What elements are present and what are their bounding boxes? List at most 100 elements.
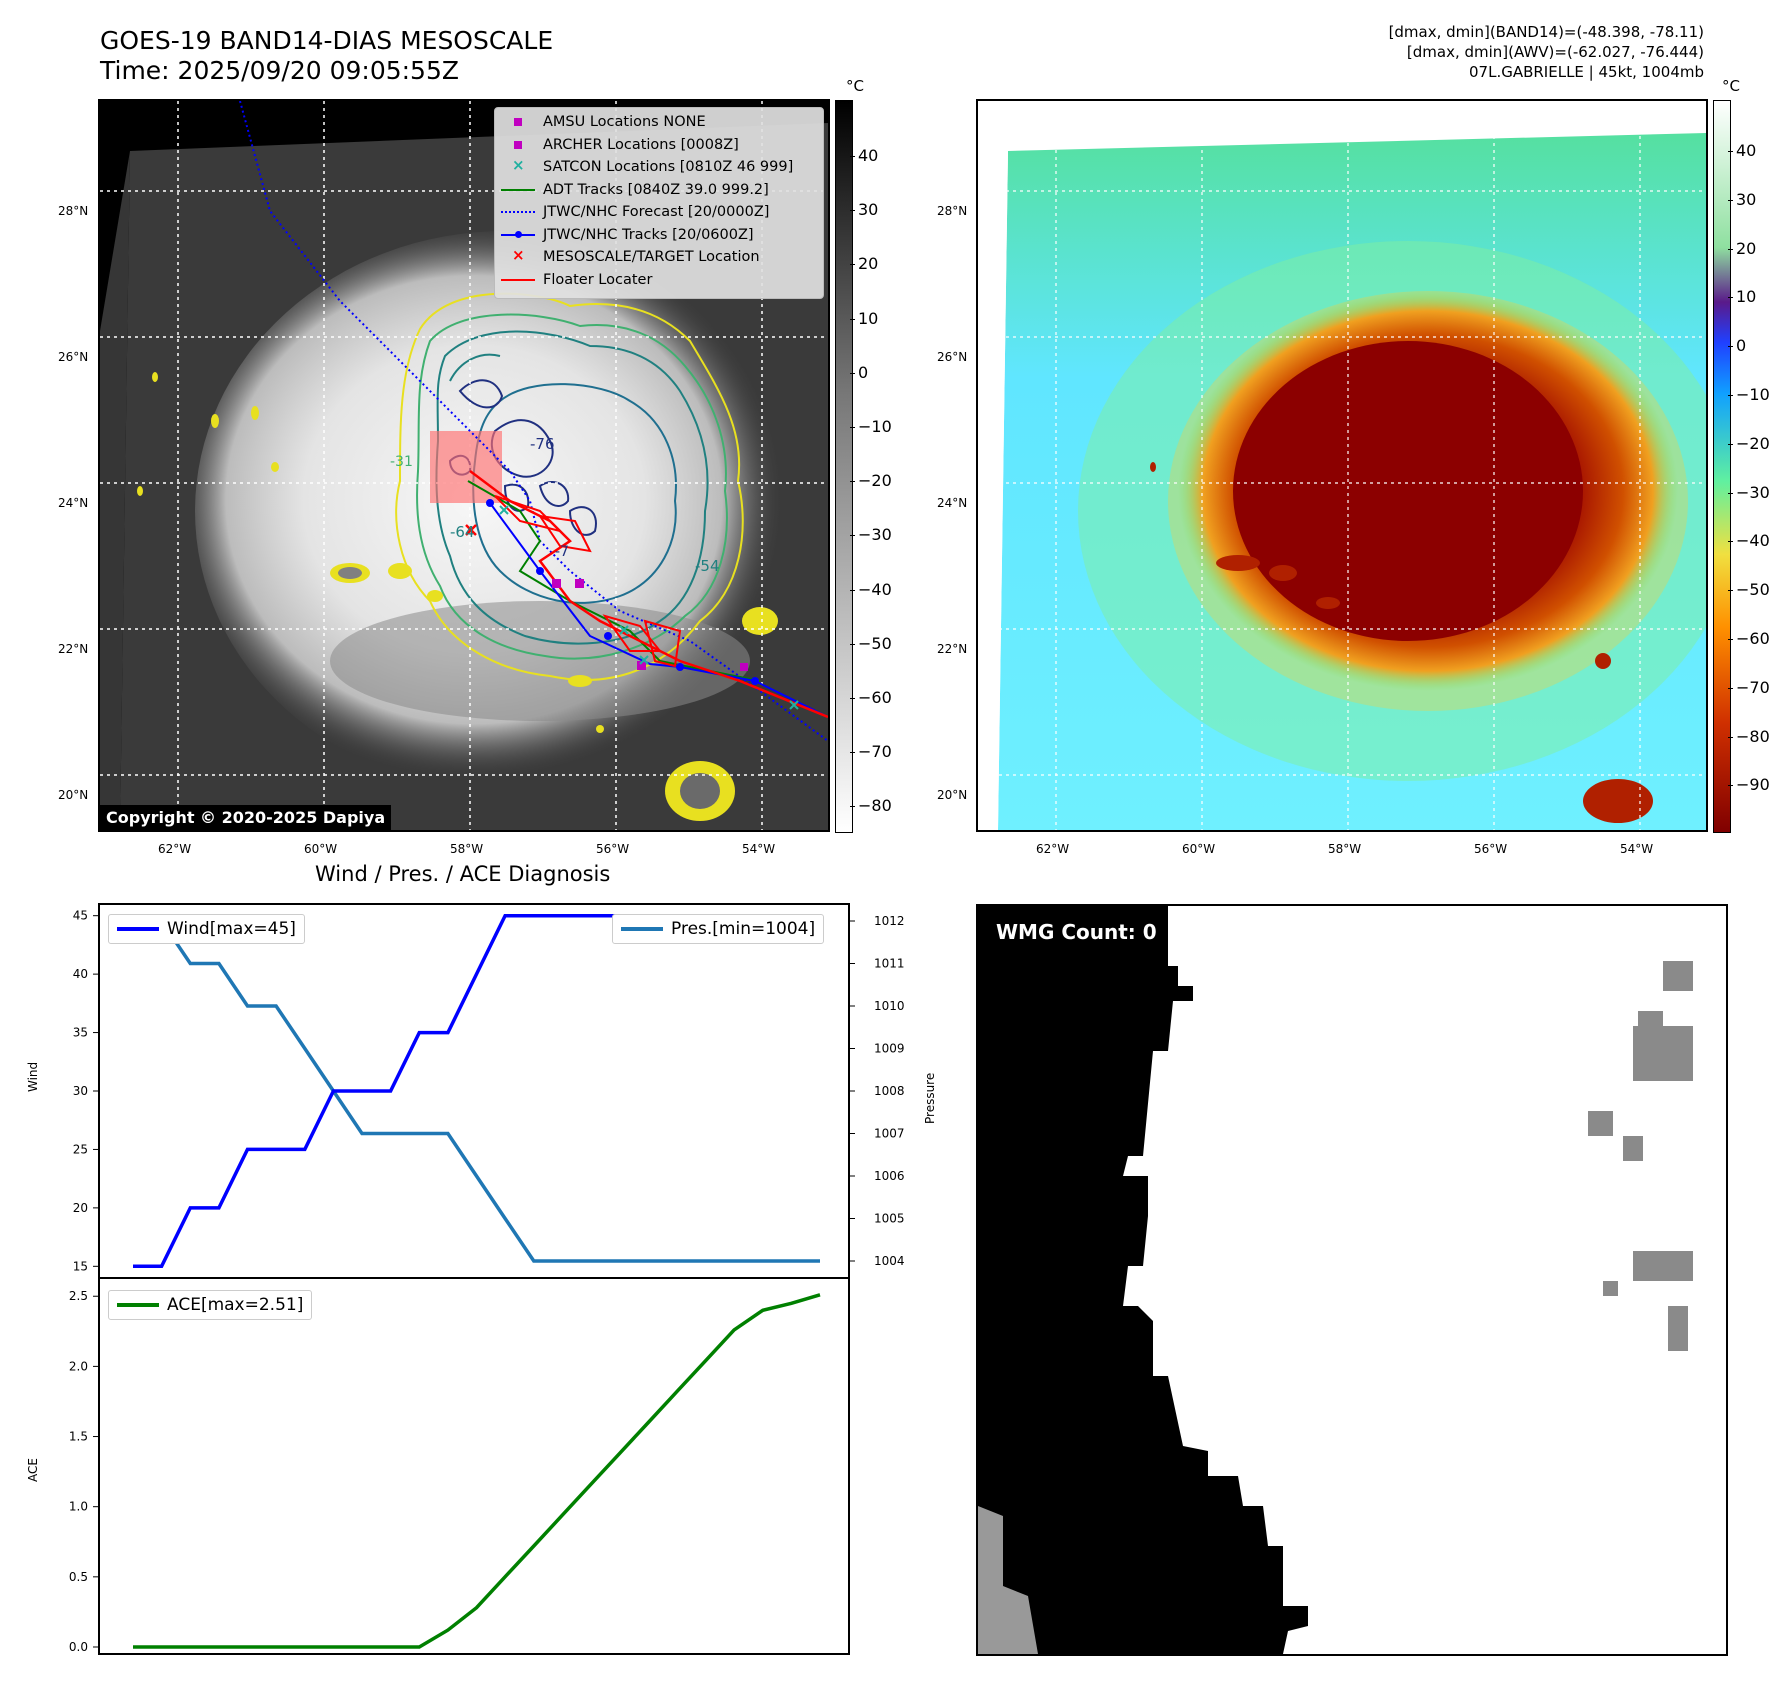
- colorbar-tick-right: −90: [1736, 775, 1770, 795]
- band14-colorbar: [835, 100, 853, 833]
- pressure-axis-label: 1005: [874, 1212, 905, 1226]
- best-track-points: [486, 499, 759, 685]
- colorbar-tick-left: 30: [858, 200, 879, 220]
- floater-track: [469, 470, 828, 719]
- legend-item: JTWC/NHC Tracks [20/0600Z]: [501, 227, 754, 243]
- legend-swatch: ×: [512, 246, 525, 264]
- colorbar-tick-right: −40: [1736, 531, 1770, 551]
- colorbar-tick-left-mark: [850, 156, 855, 157]
- wind-axis-label: 30: [73, 1084, 88, 1098]
- page-time: Time: 2025/09/20 09:05:55Z: [100, 56, 459, 85]
- pressure-axis-label: 1012: [874, 914, 905, 928]
- map-lon-label: 62°W: [1036, 842, 1070, 856]
- map-lat-label: 24°N: [58, 496, 89, 510]
- pressure-line: [133, 919, 820, 1263]
- legend-swatch: [501, 205, 535, 219]
- colorbar-tick-left-mark: [850, 643, 855, 645]
- ace-legend-label: ACE[max=2.51]: [167, 1295, 304, 1315]
- colorbar-tick-right: −30: [1736, 482, 1770, 502]
- colorbar-tick-left-mark: [850, 589, 855, 591]
- map-lon-label: 58°W: [450, 842, 484, 856]
- wind-axis-label: 20: [73, 1201, 88, 1215]
- colorbar-tick-left: 10: [858, 308, 879, 328]
- ace-axis-label: 2.0: [69, 1359, 88, 1373]
- map-lon-label: 54°W: [1620, 842, 1654, 856]
- contour-label-64: -64: [450, 523, 475, 541]
- legend-item: × SATCON Locations [0810Z 46 999]: [501, 156, 794, 175]
- wind-legend-label: Wind[max=45]: [167, 919, 296, 939]
- legend-item: ARCHER Locations [0008Z]: [501, 137, 739, 153]
- colorbar-tick-left: 0: [858, 362, 869, 382]
- wmg-gray-region-left: [978, 1506, 1038, 1654]
- colorbar-tick-right-mark: [1728, 785, 1733, 787]
- colorbar-unit-left: °C: [846, 77, 864, 95]
- wmg-canvas: [978, 906, 1693, 1654]
- ace-axis-label: 0.0: [69, 1640, 88, 1654]
- colorbar-tick-right: 40: [1736, 141, 1757, 160]
- map-lat-label: 20°N: [937, 788, 968, 802]
- pressure-axis-label: 1010: [874, 999, 905, 1013]
- legend-item: × MESOSCALE/TARGET Location: [501, 246, 760, 265]
- colorbar-unit-right: °C: [1722, 77, 1740, 95]
- wind-ylabel: Wind: [26, 1061, 40, 1092]
- ace-ylabel: ACE: [26, 1458, 40, 1482]
- diagnosis-title: Wind / Pres. / ACE Diagnosis: [315, 862, 611, 886]
- legend-swatch: [501, 183, 535, 197]
- wind-axis-label: 15: [73, 1259, 88, 1273]
- ace-axis-label: 1.5: [69, 1430, 88, 1444]
- colorbar-tick-right-mark: [1728, 736, 1733, 738]
- legend-label: MESOSCALE/TARGET Location: [543, 249, 760, 265]
- wind-line: [133, 913, 820, 1269]
- map-lon-label: 62°W: [158, 842, 192, 856]
- awv-small-cells: [1150, 462, 1653, 823]
- map-lat-label: 26°N: [937, 350, 968, 364]
- legend-label: JTWC/NHC Forecast [20/0000Z]: [543, 204, 770, 220]
- colorbar-tick-right-mark: [1728, 541, 1733, 543]
- map-lat-label: 24°N: [937, 496, 968, 510]
- colorbar-tick-left-mark: [850, 698, 855, 699]
- info-storm: 07L.GABRIELLE | 45kt, 1004mb: [1469, 63, 1704, 81]
- legend-swatch: [501, 228, 535, 242]
- awv-map: [976, 99, 1708, 832]
- wind-axis-label: 45: [73, 909, 88, 923]
- map-lat-label: 26°N: [58, 350, 89, 364]
- satcon-markers: [499, 505, 799, 710]
- map-lon-label: 58°W: [1328, 842, 1362, 856]
- wind-legend-swatch: [117, 927, 159, 931]
- legend-item: ADT Tracks [0840Z 39.0 999.2]: [501, 182, 769, 198]
- colorbar-tick-right-mark: [1728, 443, 1733, 445]
- awv-gridlines: [978, 101, 1706, 830]
- colorbar-tick-left-mark: [850, 318, 855, 320]
- wind-axis-label: 40: [73, 967, 88, 981]
- colorbar-tick-right: −50: [1736, 580, 1770, 600]
- map-legend: AMSU Locations NONE ARCHER Locations [000…: [494, 107, 824, 299]
- pressure-axis-label: 1004: [874, 1254, 905, 1268]
- pressure-legend-swatch: [621, 927, 663, 931]
- wmg-count-label: WMG Count: 0: [996, 920, 1157, 944]
- colorbar-tick-left: −30: [858, 525, 892, 545]
- band14-map: -76 -64 -54 -31 -7 AMSU Locations NONE AR…: [98, 99, 830, 832]
- colorbar-tick-right: −70: [1736, 677, 1770, 697]
- colorbar-tick-right-mark: [1728, 639, 1733, 640]
- pressure-axis-label: 1009: [874, 1042, 905, 1056]
- pressure-axis-label: 1011: [874, 957, 905, 971]
- legend-label: ARCHER Locations [0008Z]: [543, 136, 739, 153]
- map-lon-label: 56°W: [596, 842, 630, 856]
- colorbar-tick-left: −50: [858, 633, 892, 653]
- colorbar-tick-right-mark: [1728, 248, 1733, 250]
- map-lat-label: 28°N: [937, 204, 968, 218]
- colorbar-tick-left-mark: [850, 535, 855, 537]
- adt-track: [467, 480, 761, 682]
- colorbar-tick-right: −80: [1736, 726, 1770, 746]
- colorbar-tick-left-mark: [850, 210, 855, 212]
- contour-label-76: -76: [530, 435, 555, 453]
- colorbar-tick-left-mark: [850, 752, 855, 754]
- legend-label: SATCON Locations [0810Z 46 999]: [543, 159, 794, 175]
- colorbar-tick-left: 40: [858, 146, 879, 165]
- legend-swatch: [501, 273, 535, 287]
- colorbar-tick-left-mark: [850, 372, 855, 374]
- map-lat-label: 20°N: [58, 788, 89, 802]
- legend-label: Floater Locater: [543, 271, 653, 288]
- legend-item: JTWC/NHC Forecast [20/0000Z]: [501, 204, 769, 220]
